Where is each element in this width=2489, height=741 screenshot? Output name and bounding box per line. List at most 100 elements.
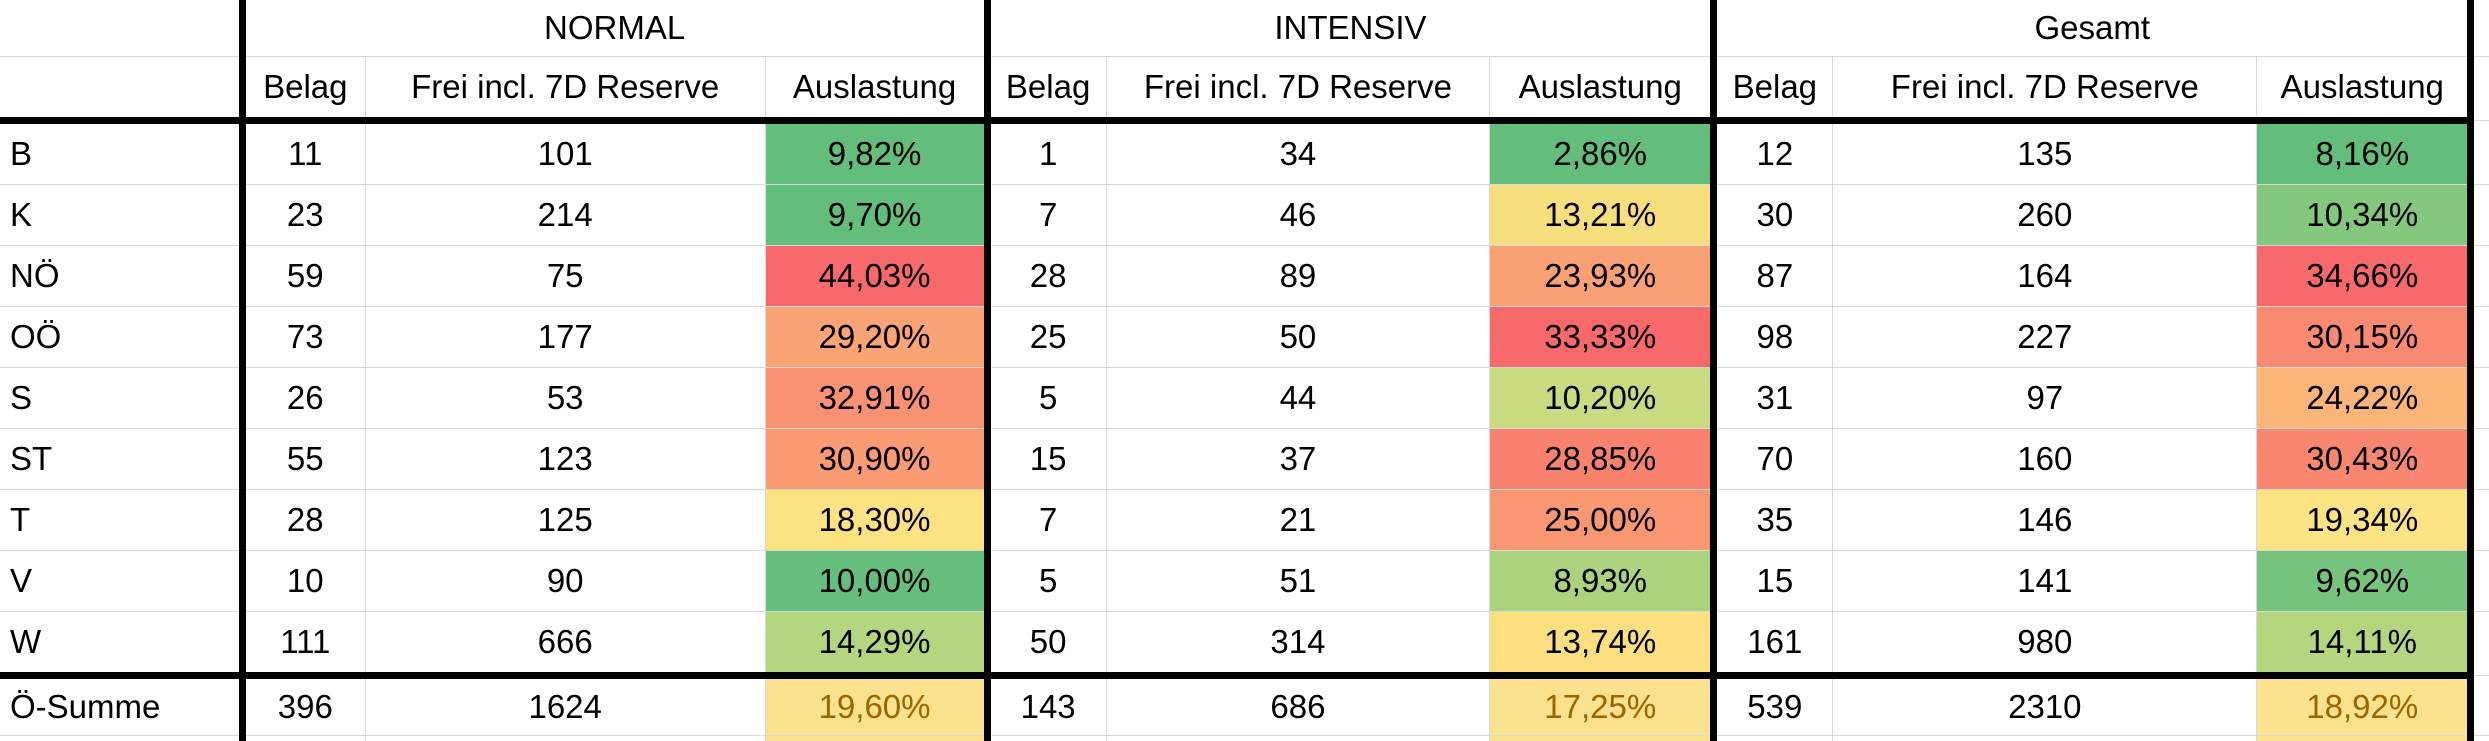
cutoff-row bbox=[0, 736, 2489, 741]
group-header-row: NORMAL INTENSIV Gesamt bbox=[0, 0, 2489, 57]
cell-normal-auslastung: 9,82% bbox=[765, 121, 987, 185]
row-label: ST bbox=[0, 429, 242, 490]
summary-intensiv-auslastung: 17,25% bbox=[1490, 676, 1714, 736]
cell-normal-belag: 55 bbox=[242, 429, 365, 490]
edge-cell bbox=[365, 736, 765, 741]
edge-cell bbox=[2257, 736, 2471, 741]
group-header-normal: NORMAL bbox=[242, 0, 987, 57]
summary-gesamt-belag: 539 bbox=[1714, 676, 1833, 736]
cell-intensiv-frei: 50 bbox=[1106, 307, 1490, 368]
cell-gesamt-auslastung: 30,43% bbox=[2257, 429, 2471, 490]
cell-normal-frei: 214 bbox=[365, 185, 765, 246]
cell-normal-frei: 666 bbox=[365, 612, 765, 676]
cell-intensiv-belag: 1 bbox=[987, 121, 1106, 185]
cell-normal-belag: 26 bbox=[242, 368, 365, 429]
cell-normal-frei: 90 bbox=[365, 551, 765, 612]
col-header-intensiv-frei: Frei incl. 7D Reserve bbox=[1106, 57, 1490, 121]
col-header-intensiv-auslastung: Auslastung bbox=[1490, 57, 1714, 121]
edge-cell bbox=[2471, 246, 2489, 307]
cell-normal-auslastung: 32,91% bbox=[765, 368, 987, 429]
cell-normal-auslastung: 9,70% bbox=[765, 185, 987, 246]
cell-normal-auslastung: 29,20% bbox=[765, 307, 987, 368]
summary-normal-frei: 1624 bbox=[365, 676, 765, 736]
summary-intensiv-belag: 143 bbox=[987, 676, 1106, 736]
summary-intensiv-frei: 686 bbox=[1106, 676, 1490, 736]
summary-gesamt-auslastung: 18,92% bbox=[2257, 676, 2471, 736]
cell-intensiv-belag: 5 bbox=[987, 368, 1106, 429]
edge-cell bbox=[2471, 551, 2489, 612]
cell-gesamt-frei: 980 bbox=[1833, 612, 2257, 676]
cell-intensiv-frei: 44 bbox=[1106, 368, 1490, 429]
cell-gesamt-auslastung: 24,22% bbox=[2257, 368, 2471, 429]
edge-cell bbox=[1833, 736, 2257, 741]
cell-normal-belag: 111 bbox=[242, 612, 365, 676]
cell-intensiv-belag: 15 bbox=[987, 429, 1106, 490]
cell-intensiv-auslastung: 28,85% bbox=[1490, 429, 1714, 490]
group-header-gesamt: Gesamt bbox=[1714, 0, 2471, 57]
cell-gesamt-auslastung: 9,62% bbox=[2257, 551, 2471, 612]
edge-cell bbox=[1714, 736, 1833, 741]
corner-cell bbox=[0, 0, 242, 57]
summary-label: Ö-Summe bbox=[0, 676, 242, 736]
col-header-gesamt-belag: Belag bbox=[1714, 57, 1833, 121]
cell-normal-belag: 28 bbox=[242, 490, 365, 551]
cell-gesamt-frei: 260 bbox=[1833, 185, 2257, 246]
cell-gesamt-frei: 97 bbox=[1833, 368, 2257, 429]
cell-gesamt-belag: 31 bbox=[1714, 368, 1833, 429]
cell-gesamt-frei: 141 bbox=[1833, 551, 2257, 612]
col-header-normal-belag: Belag bbox=[242, 57, 365, 121]
cell-gesamt-frei: 227 bbox=[1833, 307, 2257, 368]
edge-cell bbox=[2471, 57, 2489, 121]
cell-gesamt-auslastung: 30,15% bbox=[2257, 307, 2471, 368]
cell-gesamt-auslastung: 34,66% bbox=[2257, 246, 2471, 307]
cell-intensiv-belag: 25 bbox=[987, 307, 1106, 368]
cell-intensiv-frei: 21 bbox=[1106, 490, 1490, 551]
col-header-gesamt-frei: Frei incl. 7D Reserve bbox=[1833, 57, 2257, 121]
cell-intensiv-auslastung: 23,93% bbox=[1490, 246, 1714, 307]
cell-intensiv-belag: 7 bbox=[987, 490, 1106, 551]
row-label: T bbox=[0, 490, 242, 551]
cell-normal-frei: 123 bbox=[365, 429, 765, 490]
row-label: OÖ bbox=[0, 307, 242, 368]
cell-normal-belag: 10 bbox=[242, 551, 365, 612]
summary-gesamt-frei: 2310 bbox=[1833, 676, 2257, 736]
col-header-normal-auslastung: Auslastung bbox=[765, 57, 987, 121]
summary-normal-belag: 396 bbox=[242, 676, 365, 736]
cell-intensiv-frei: 51 bbox=[1106, 551, 1490, 612]
cell-normal-auslastung: 30,90% bbox=[765, 429, 987, 490]
cell-intensiv-frei: 89 bbox=[1106, 246, 1490, 307]
cell-gesamt-frei: 160 bbox=[1833, 429, 2257, 490]
column-header-row: Belag Frei incl. 7D Reserve Auslastung B… bbox=[0, 57, 2489, 121]
cell-normal-auslastung: 44,03% bbox=[765, 246, 987, 307]
edge-cell bbox=[987, 736, 1106, 741]
cell-intensiv-belag: 7 bbox=[987, 185, 1106, 246]
edge-cell bbox=[2471, 736, 2489, 741]
cell-gesamt-auslastung: 10,34% bbox=[2257, 185, 2471, 246]
cell-intensiv-auslastung: 13,21% bbox=[1490, 185, 1714, 246]
cell-gesamt-belag: 70 bbox=[1714, 429, 1833, 490]
row-label: W bbox=[0, 612, 242, 676]
row-label: NÖ bbox=[0, 246, 242, 307]
cell-intensiv-auslastung: 10,20% bbox=[1490, 368, 1714, 429]
cell-gesamt-belag: 87 bbox=[1714, 246, 1833, 307]
cell-normal-frei: 125 bbox=[365, 490, 765, 551]
edge-cell bbox=[242, 736, 365, 741]
cell-intensiv-auslastung: 13,74% bbox=[1490, 612, 1714, 676]
edge-cell bbox=[2471, 676, 2489, 736]
edge-cell bbox=[2471, 185, 2489, 246]
cell-intensiv-belag: 28 bbox=[987, 246, 1106, 307]
cell-gesamt-belag: 30 bbox=[1714, 185, 1833, 246]
cell-normal-auslastung: 18,30% bbox=[765, 490, 987, 551]
cell-gesamt-belag: 98 bbox=[1714, 307, 1833, 368]
edge-cell bbox=[2471, 490, 2489, 551]
cell-normal-belag: 59 bbox=[242, 246, 365, 307]
cell-intensiv-auslastung: 2,86% bbox=[1490, 121, 1714, 185]
row-label: S bbox=[0, 368, 242, 429]
cell-normal-belag: 73 bbox=[242, 307, 365, 368]
